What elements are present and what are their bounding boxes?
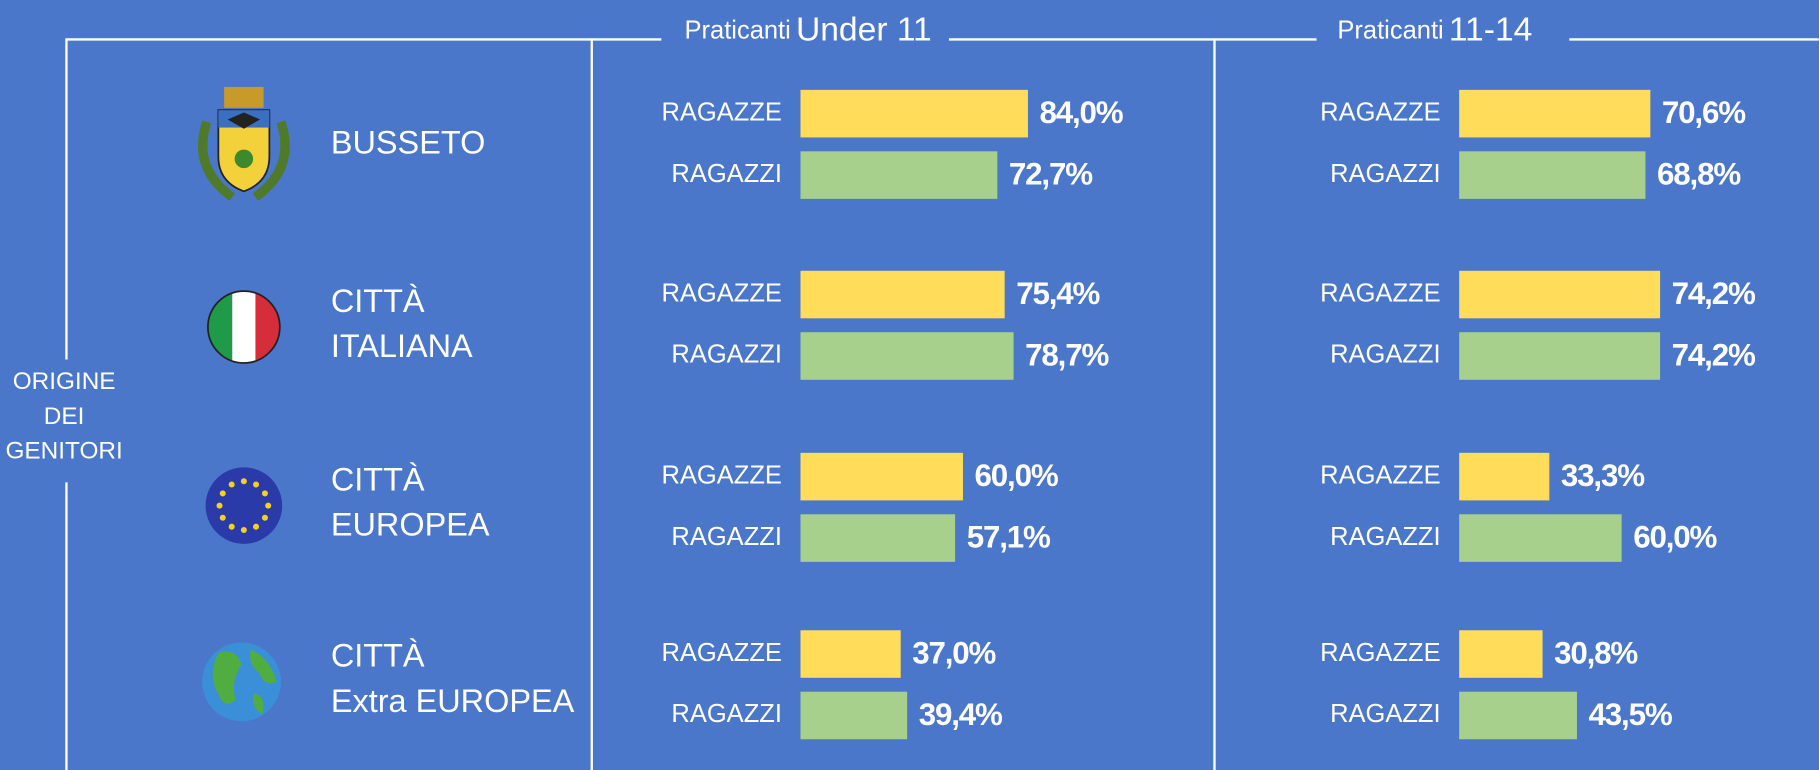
value-label: 43,5% [1589, 697, 1672, 732]
eu-flag [206, 467, 283, 544]
bar [1459, 630, 1542, 678]
eu-star [220, 490, 226, 496]
eu-star [262, 515, 268, 521]
globe [202, 642, 281, 721]
series-label: RAGAZZE [1320, 461, 1440, 489]
row-label: CITTÀ [331, 638, 425, 674]
value-label: 72,7% [1009, 157, 1092, 192]
series-label: RAGAZZE [1320, 639, 1440, 667]
series-label: RAGAZZE [1320, 279, 1440, 307]
row-header: GENITORI [6, 438, 123, 465]
row-label: BUSSETO [331, 125, 486, 161]
value-label: 57,1% [967, 519, 1050, 554]
bar [1459, 453, 1549, 501]
bar [800, 514, 955, 562]
panel-title-prefix: Praticanti [1337, 16, 1443, 44]
panel-title-main: 11-14 [1449, 11, 1532, 48]
bar [800, 630, 900, 678]
series-label: RAGAZZE [662, 461, 782, 489]
eu-star [229, 524, 235, 530]
row-label: EUROPEA [331, 507, 490, 543]
eu-star [241, 478, 247, 484]
eu-star [253, 524, 259, 530]
value-label: 33,3% [1561, 458, 1644, 493]
row-label: ITALIANA [331, 328, 473, 364]
eu-star [220, 515, 226, 521]
series-label: RAGAZZI [1330, 160, 1441, 188]
value-label: 74,2% [1672, 276, 1755, 311]
value-label: 70,6% [1662, 95, 1745, 130]
value-label: 60,0% [975, 458, 1058, 493]
eu-star [241, 527, 247, 533]
infographic: ORIGINE DEI GENITORI BUSSETO CITTÀ ITALIANA CI… [0, 0, 1819, 770]
bar [1459, 151, 1645, 199]
series-label: RAGAZZI [671, 700, 782, 728]
panel-title: Praticanti Under 11 [685, 11, 932, 48]
bar [800, 90, 1027, 138]
value-label: 75,4% [1016, 276, 1099, 311]
series-label: RAGAZZI [1330, 523, 1441, 551]
series-label: RAGAZZE [662, 98, 782, 126]
value-label: 74,2% [1672, 337, 1755, 372]
row-label: CITTÀ [331, 283, 425, 319]
bar [800, 271, 1004, 319]
value-label: 60,0% [1633, 519, 1716, 554]
value-label: 39,4% [919, 697, 1002, 732]
series-label: RAGAZZI [1330, 341, 1441, 369]
bar [800, 151, 997, 199]
row-header: DEI [44, 403, 85, 430]
bar [1459, 692, 1577, 740]
bar [1459, 90, 1650, 138]
bar [800, 332, 1013, 380]
bar [1459, 332, 1660, 380]
series-label: RAGAZZI [671, 341, 782, 369]
italy-flag [208, 291, 280, 363]
value-label: 68,8% [1657, 157, 1740, 192]
value-label: 30,8% [1554, 635, 1637, 670]
series-label: RAGAZZI [1330, 700, 1441, 728]
eu-star [262, 490, 268, 496]
bar [1459, 514, 1621, 562]
bar [800, 453, 962, 501]
row-label: CITTÀ [331, 461, 425, 497]
panel-title: Praticanti 11-14 [1337, 11, 1532, 48]
row-label: Extra EUROPEA [331, 683, 575, 719]
eu-star [217, 503, 223, 509]
series-label: RAGAZZE [662, 279, 782, 307]
series-label: RAGAZZI [671, 523, 782, 551]
eu-star [265, 503, 271, 509]
bar [1459, 271, 1660, 319]
value-label: 37,0% [912, 635, 995, 670]
eu-star [253, 481, 259, 487]
eu-star [229, 481, 235, 487]
row-header: ORIGINE [13, 368, 116, 395]
panel-title-main: Under 11 [796, 11, 932, 48]
series-label: RAGAZZI [671, 160, 782, 188]
panel-title-prefix: Praticanti [685, 16, 791, 44]
value-label: 78,7% [1025, 337, 1108, 372]
series-label: RAGAZZE [662, 639, 782, 667]
bar [800, 692, 907, 740]
series-label: RAGAZZE [1320, 98, 1440, 126]
value-label: 84,0% [1040, 95, 1123, 130]
